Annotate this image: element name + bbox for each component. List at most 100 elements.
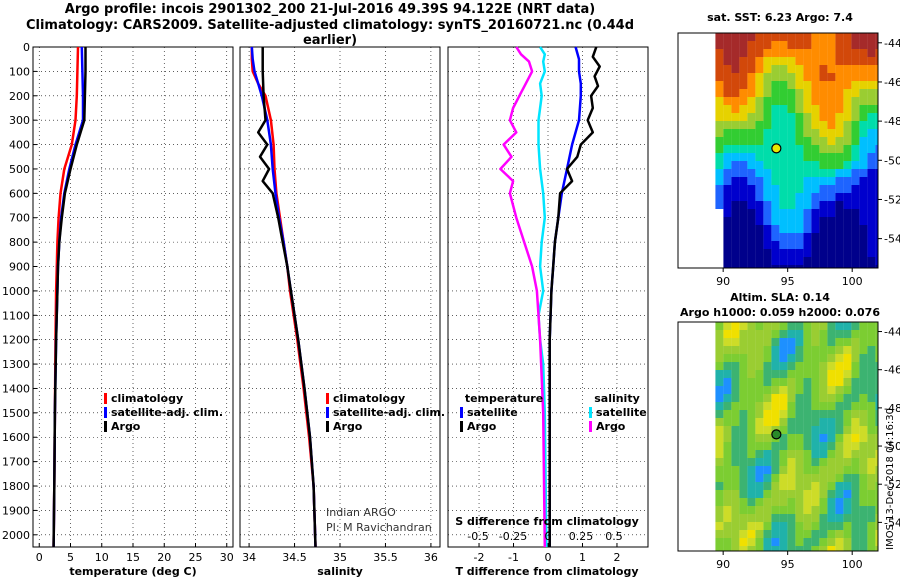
map-cell: [875, 153, 878, 161]
map-cell: [851, 257, 860, 265]
map-cell: [715, 145, 724, 153]
map-cell: [779, 137, 788, 145]
map-cell: [843, 241, 852, 249]
map-cell: [819, 121, 828, 129]
y-tick-label: 300: [9, 114, 30, 127]
x-tick-label: 10: [95, 551, 109, 564]
map-cell: [723, 410, 732, 418]
map-cell: [731, 538, 740, 546]
x-axis-label: temperature (deg C): [69, 565, 196, 578]
map-cell: [875, 241, 878, 249]
map-cell: [739, 522, 748, 530]
map-cell: [811, 57, 820, 65]
map-cell: [819, 249, 828, 257]
map-cell: [731, 89, 740, 97]
map-cell: [803, 217, 812, 225]
map-cell: [811, 265, 820, 268]
map-y-tick-label: -44: [884, 37, 900, 50]
map-cell: [835, 89, 844, 97]
map-cell: [763, 97, 772, 105]
map-cell: [875, 474, 878, 482]
map-cell: [763, 346, 772, 354]
map-cell: [843, 354, 852, 362]
map-cell: [827, 434, 836, 442]
map-cell: [779, 466, 788, 474]
map-cell: [843, 161, 852, 169]
map-cell: [819, 386, 828, 394]
map-cell: [787, 225, 796, 233]
x-tick-label: 20: [157, 551, 171, 564]
map-cell: [843, 530, 852, 538]
map-cell: [795, 330, 804, 338]
map-cell: [755, 57, 764, 65]
map-cell: [747, 265, 756, 268]
map-cell: [795, 490, 804, 498]
map-cell: [755, 249, 764, 257]
map-cell: [795, 370, 804, 378]
map-cell: [875, 33, 878, 41]
map-cell: [779, 474, 788, 482]
map-cell: [795, 338, 804, 346]
map-cell: [739, 241, 748, 249]
map-cell: [819, 201, 828, 209]
map-cell: [875, 113, 878, 121]
map-cell: [747, 49, 756, 57]
map-cell: [859, 49, 868, 57]
map-cell: [779, 41, 788, 49]
map-cell: [787, 418, 796, 426]
map-cell: [779, 201, 788, 209]
x-tick-label: 30: [220, 551, 234, 564]
map-cell: [795, 65, 804, 73]
map-cell: [771, 257, 780, 265]
y-tick-label: 2000: [2, 529, 30, 542]
map-cell: [771, 81, 780, 89]
map-cell: [835, 338, 844, 346]
map-cell: [859, 514, 868, 522]
y-tick-label: 1700: [2, 456, 30, 469]
map-cell: [803, 89, 812, 97]
map-cell: [779, 458, 788, 466]
map-cell: [787, 506, 796, 514]
map-cell: [867, 378, 876, 386]
map-cell: [843, 49, 852, 57]
map-cell: [859, 241, 868, 249]
map-cell: [763, 322, 772, 330]
map-cell: [875, 121, 878, 129]
map-cell: [787, 121, 796, 129]
map-cell: [859, 161, 868, 169]
map-frame: [677, 32, 879, 269]
map-cell: [803, 322, 812, 330]
map-cell: [819, 193, 828, 201]
map-cell: [755, 33, 764, 41]
x-tick-label-s: 0: [545, 530, 552, 543]
map-cell: [819, 346, 828, 354]
map-cell: [723, 265, 732, 268]
map-cell: [875, 177, 878, 185]
map-cell: [811, 354, 820, 362]
map-cell: [731, 97, 740, 105]
map-cell: [755, 410, 764, 418]
map-cell: [875, 81, 878, 89]
map-cell: [867, 33, 876, 41]
map-cell: [811, 370, 820, 378]
map-cell: [795, 217, 804, 225]
map-cell: [859, 370, 868, 378]
map-cell: [843, 346, 852, 354]
map-cell: [795, 49, 804, 57]
map-cell: [771, 169, 780, 177]
panel-salinity: 34 34.5 35 35.5 36 salinity climatologysatelli…: [239, 46, 445, 578]
map-cell: [715, 257, 724, 265]
map-cell: [723, 506, 732, 514]
map-cell: [795, 522, 804, 530]
map-cell: [851, 322, 860, 330]
map-cell: [827, 137, 836, 145]
map-cell: [739, 137, 748, 145]
map-cell: [731, 546, 740, 551]
map-cell: [843, 434, 852, 442]
map-cell: [851, 498, 860, 506]
map-cell: [819, 442, 828, 450]
map-cell: [867, 434, 876, 442]
map-cell: [859, 474, 868, 482]
map-cell: [859, 97, 868, 105]
sal-legend-label: satellite-adj. clim.: [333, 406, 445, 419]
